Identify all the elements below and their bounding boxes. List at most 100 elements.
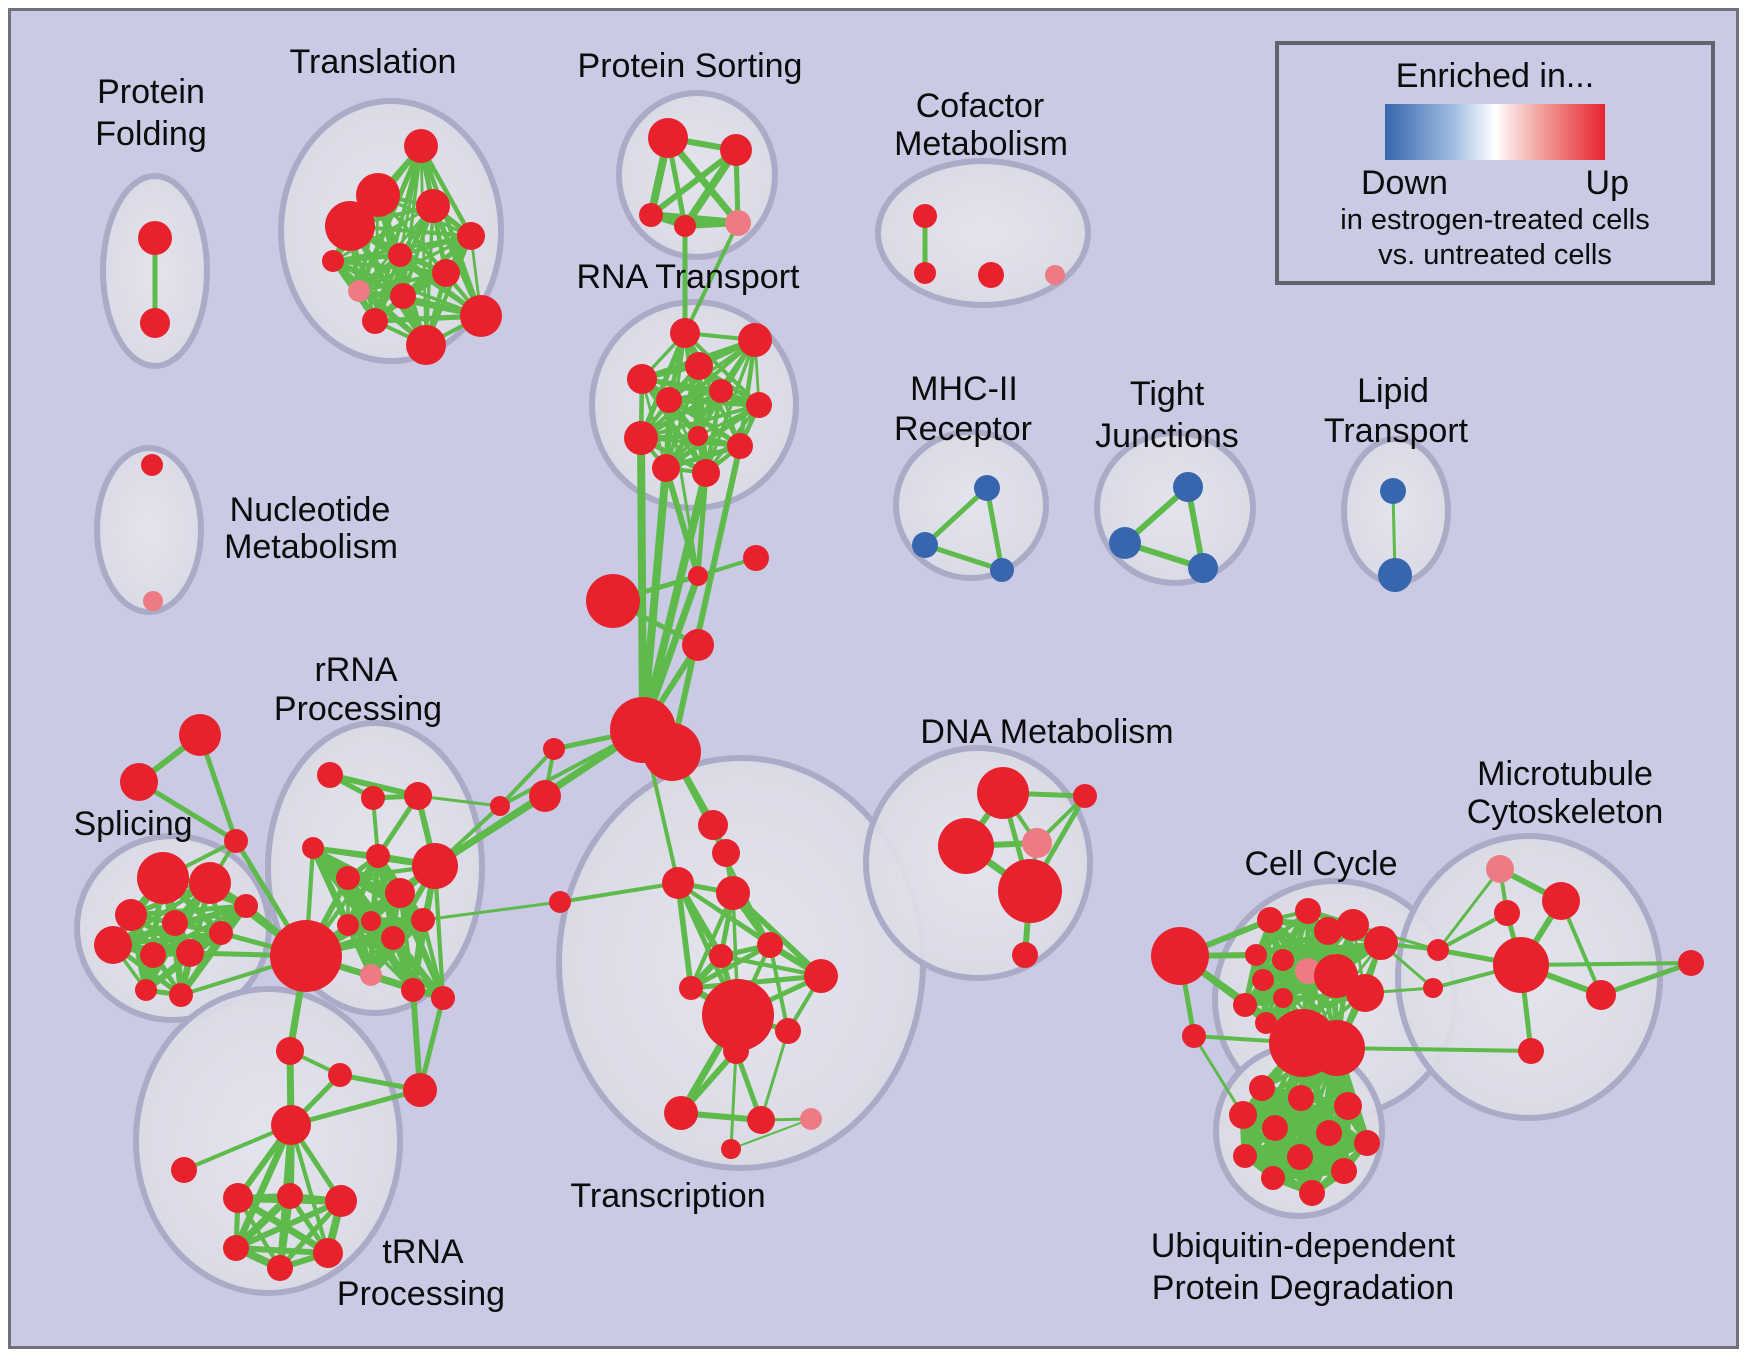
node-n2 <box>143 591 163 611</box>
node-v2 <box>743 545 769 571</box>
node-mt6 <box>1678 950 1704 976</box>
node-sa <box>179 714 221 756</box>
cluster-label-cofactor-metabolism-line2: Metabolism <box>894 125 1068 163</box>
cluster-label-rna-transport: RNA Transport <box>577 258 801 296</box>
cluster-label-splicing: Splicing <box>73 805 192 843</box>
node-d3 <box>1022 828 1052 858</box>
edge-rt4-rt9 <box>640 377 668 470</box>
edge-rt11-H2 <box>669 443 743 755</box>
cluster-label-ubiquitin-degradation-line1: Ubiquitin-dependent <box>1151 1227 1456 1265</box>
edge-t1-t5 <box>418 143 474 239</box>
node-q5 <box>223 1183 253 1213</box>
node-t12 <box>362 308 388 334</box>
node-m1 <box>974 475 1000 501</box>
node-c7 <box>1364 926 1398 960</box>
node-g2 <box>1423 978 1443 998</box>
node-u1 <box>1249 1075 1275 1101</box>
node-r10 <box>361 911 381 931</box>
edge-q2-q3 <box>288 1087 423 1128</box>
edge-t7-t13 <box>331 259 448 275</box>
node-d1 <box>977 767 1029 819</box>
node-b1 <box>543 738 565 760</box>
edge-r1-r3 <box>327 772 421 799</box>
edge-rt5-v1 <box>667 398 700 578</box>
node-d2 <box>938 818 994 874</box>
node-r4 <box>336 866 360 890</box>
cluster-label-trna-processing-line2: Processing <box>337 1275 505 1313</box>
edge-x11-x7 <box>768 943 790 1033</box>
node-s6 <box>140 942 166 968</box>
node-t1 <box>404 129 438 163</box>
node-t2 <box>356 173 400 217</box>
edge-mt5-mt6 <box>1598 960 1694 998</box>
node-r11 <box>381 926 405 950</box>
node-s10 <box>135 979 157 1001</box>
node-x14 <box>747 1106 775 1134</box>
node-c14 <box>1255 1012 1277 1034</box>
edge-rt7-rt8 <box>639 403 761 440</box>
node-m2 <box>912 532 938 558</box>
node-s7 <box>176 939 204 967</box>
node-rt8 <box>624 421 658 455</box>
legend-gradient-bar <box>1385 104 1605 160</box>
cluster-label-cell-cycle: Cell Cycle <box>1244 845 1397 883</box>
cluster-label-protein-sorting: Protein Sorting <box>578 47 803 85</box>
edge-t7-t8 <box>357 271 448 293</box>
node-H4 <box>1309 1020 1365 1076</box>
node-cf4 <box>1045 265 1065 285</box>
node-c13 <box>1273 988 1293 1008</box>
cluster-label-lipid-transport-line2: Transport <box>1324 412 1469 450</box>
edge-r5-r9 <box>345 853 381 928</box>
node-tj1 <box>1173 472 1203 502</box>
node-x11 <box>775 1018 801 1044</box>
node-u10 <box>1331 1158 1357 1184</box>
node-r14 <box>401 978 425 1002</box>
node-m3 <box>990 558 1014 582</box>
node-s5 <box>94 926 132 964</box>
node-t7 <box>432 259 460 287</box>
node-r13 <box>360 964 382 986</box>
node-c9 <box>1272 949 1294 971</box>
edge-x5-x3 <box>558 881 680 904</box>
edge-rt9-H1 <box>639 464 670 734</box>
node-q9 <box>313 1238 343 1268</box>
node-rt9 <box>652 454 680 482</box>
edge-q7-q8 <box>233 1198 344 1251</box>
node-u6 <box>1316 1120 1342 1146</box>
cluster-label-transcription: Transcription <box>570 1177 765 1215</box>
edge-x7-x8 <box>688 942 773 991</box>
node-c5 <box>1314 917 1342 945</box>
node-rt3 <box>685 352 713 380</box>
node-s11 <box>169 983 193 1007</box>
node-q10 <box>267 1255 293 1281</box>
node-lp1 <box>1380 478 1406 504</box>
node-q1 <box>328 1063 352 1087</box>
edge-r17-b1 <box>498 747 556 808</box>
node-c1 <box>1151 927 1209 985</box>
node-c2 <box>1182 1024 1206 1048</box>
node-c6 <box>1337 909 1369 941</box>
node-b2 <box>529 780 561 812</box>
edge-mt7-H4 <box>1335 1046 1533 1053</box>
node-q6 <box>277 1183 303 1209</box>
node-ps1 <box>648 118 688 158</box>
node-r12 <box>411 908 435 932</box>
node-r15 <box>431 986 455 1010</box>
node-s4 <box>162 910 188 936</box>
node-r6 <box>385 878 415 908</box>
edge-rt8-H1 <box>637 434 647 734</box>
legend-context-line1: in estrogen-treated cells <box>1340 204 1650 236</box>
node-r16 <box>302 837 324 859</box>
node-u8 <box>1233 1144 1257 1168</box>
edge-ps2-ps3 <box>648 147 739 218</box>
node-r17 <box>490 796 510 816</box>
node-cf1 <box>913 204 937 228</box>
node-cf3 <box>978 262 1004 288</box>
node-q4 <box>171 1157 197 1183</box>
legend-context-line2: vs. untreated cells <box>1378 239 1612 271</box>
node-x6 <box>709 944 733 968</box>
edge-m1-m3 <box>984 485 1005 573</box>
edge-rt4-rt7 <box>640 377 761 407</box>
node-sb <box>120 763 158 801</box>
edge-s9-s11 <box>177 902 250 999</box>
